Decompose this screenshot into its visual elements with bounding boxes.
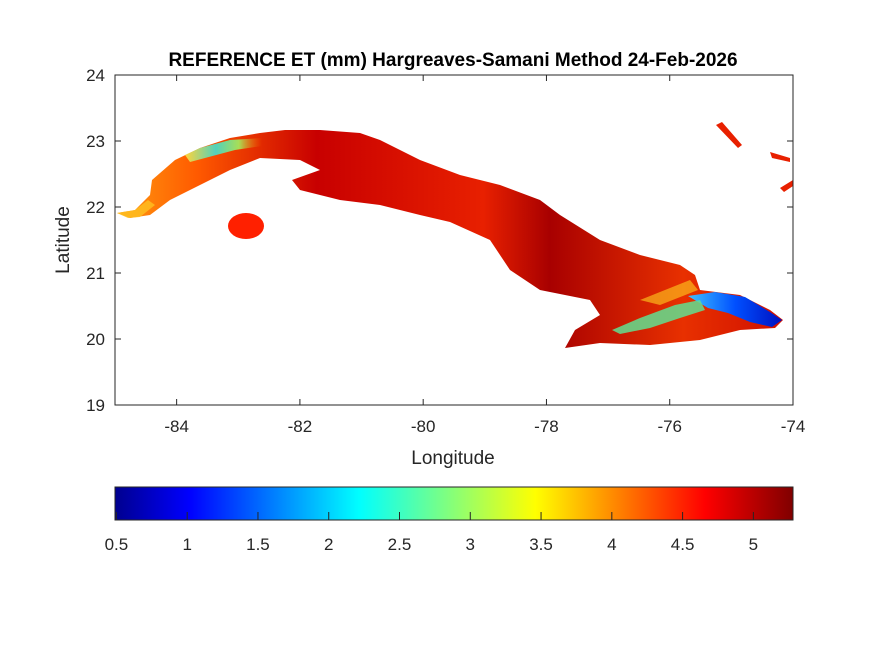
west-coast-yellow xyxy=(117,200,155,218)
keys-northeast xyxy=(716,122,742,148)
west-tip-low-et xyxy=(185,138,262,162)
x-axis-label: Longitude xyxy=(411,448,494,469)
map-area xyxy=(114,74,794,406)
colorbar-tick-label: 4.5 xyxy=(671,535,695,554)
y-axis-label: Latitude xyxy=(53,206,74,274)
east-low-et-blue xyxy=(688,292,782,327)
east-low-et-yellow xyxy=(640,280,698,305)
chart-title: REFERENCE ET (mm) Hargreaves-Samani Meth… xyxy=(168,50,737,71)
east-low-et-green xyxy=(612,300,705,334)
y-tick-label: 22 xyxy=(86,198,105,217)
y-tick-label: 24 xyxy=(86,66,105,85)
bahamas-islands xyxy=(770,152,793,192)
x-tick-label: -80 xyxy=(411,417,436,436)
colorbar-tick-label: 2 xyxy=(324,535,333,554)
y-tick-label: 21 xyxy=(86,264,105,283)
colorbar-tick-label: 3.5 xyxy=(529,535,553,554)
x-tick-label: -84 xyxy=(164,417,189,436)
colorbar-tick-label: 0.5 xyxy=(105,535,129,554)
colorbar: 0.5 1 1.5 2 2.5 3 3.5 4 4.5 5 xyxy=(105,486,794,554)
colorbar-tick-label: 4 xyxy=(607,535,616,554)
y-tick-label: 23 xyxy=(86,132,105,151)
colorbar-tick-label: 1 xyxy=(182,535,191,554)
x-tick-label: -78 xyxy=(534,417,559,436)
colorbar-tick-label: 3 xyxy=(466,535,475,554)
x-axis: -84 -82 -80 -78 -76 -74 xyxy=(164,75,805,436)
x-tick-label: -82 xyxy=(288,417,313,436)
plot-background xyxy=(115,75,793,405)
colorbar-gradient xyxy=(114,486,794,521)
colorbar-tick-label: 2.5 xyxy=(388,535,412,554)
isla-de-la-juventud xyxy=(228,213,264,239)
cuba-main-island xyxy=(117,130,783,348)
y-tick-label: 19 xyxy=(86,396,105,415)
axes-box xyxy=(114,74,794,406)
colorbar-ticks: 0.5 1 1.5 2 2.5 3 3.5 4 4.5 5 xyxy=(105,512,758,554)
colorbar-tick-label: 1.5 xyxy=(246,535,270,554)
y-tick-label: 20 xyxy=(86,330,105,349)
y-axis: 19 20 21 22 23 24 xyxy=(86,66,793,415)
x-tick-label: -74 xyxy=(781,417,806,436)
colorbar-tick-label: 5 xyxy=(749,535,758,554)
x-tick-label: -76 xyxy=(657,417,682,436)
